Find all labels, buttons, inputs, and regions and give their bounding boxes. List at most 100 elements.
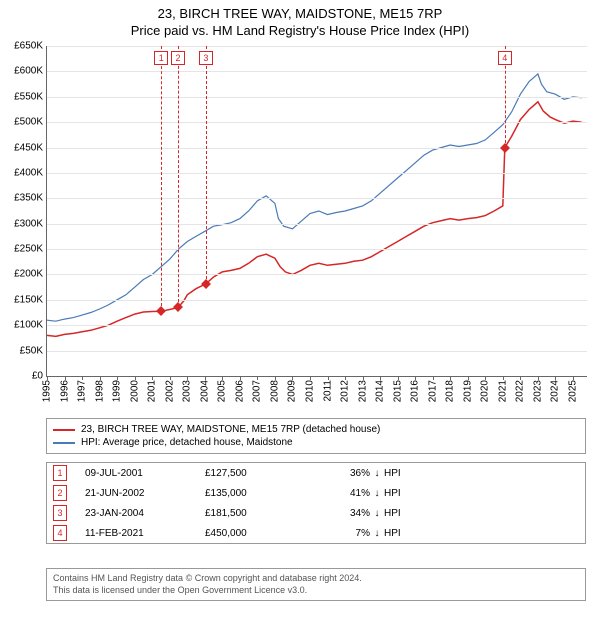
x-axis-label: 2013 <box>357 380 368 402</box>
row-pct: 36% <box>315 467 370 480</box>
title-line-2: Price paid vs. HM Land Registry's House … <box>0 23 600 40</box>
row-marker: 3 <box>53 505 67 521</box>
row-price: £450,000 <box>205 527 315 540</box>
x-axis-label: 1995 <box>42 380 53 402</box>
table-row: 3 23-JAN-2004£181,50034%↓HPI <box>47 503 585 523</box>
down-arrow-icon: ↓ <box>370 467 384 480</box>
table-row: 4 11-FEB-2021£450,0007%↓HPI <box>47 523 585 543</box>
sale-marker-label: 3 <box>199 51 213 65</box>
down-arrow-icon: ↓ <box>370 507 384 520</box>
x-axis-label: 2007 <box>252 380 263 402</box>
x-axis-label: 2006 <box>234 380 245 402</box>
gridline <box>47 249 587 250</box>
title-line-1: 23, BIRCH TREE WAY, MAIDSTONE, ME15 7RP <box>0 6 600 23</box>
x-axis-label: 2019 <box>462 380 473 402</box>
down-arrow-icon: ↓ <box>370 527 384 540</box>
sale-marker-label: 2 <box>171 51 185 65</box>
x-axis-label: 2015 <box>392 380 403 402</box>
marker-dashed-line <box>206 46 207 284</box>
x-axis-label: 2009 <box>287 380 298 402</box>
row-pct: 41% <box>315 487 370 500</box>
down-arrow-icon: ↓ <box>370 487 384 500</box>
row-marker: 1 <box>53 465 67 481</box>
y-axis-label: £350K <box>14 193 43 204</box>
y-axis-label: £100K <box>14 320 43 331</box>
x-axis-label: 2014 <box>375 380 386 402</box>
x-axis-label: 2025 <box>567 380 578 402</box>
y-axis-label: £50K <box>20 345 43 356</box>
x-axis-label: 2016 <box>410 380 421 402</box>
row-price: £127,500 <box>205 467 315 480</box>
row-date: 11-FEB-2021 <box>85 527 205 540</box>
legend-row: HPI: Average price, detached house, Maid… <box>53 436 579 449</box>
gridline <box>47 71 587 72</box>
x-axis-label: 2020 <box>480 380 491 402</box>
row-hpi-label: HPI <box>384 487 414 500</box>
gridline <box>47 46 587 47</box>
row-hpi-label: HPI <box>384 507 414 520</box>
row-pct: 7% <box>315 527 370 540</box>
gridline <box>47 274 587 275</box>
chart-title: 23, BIRCH TREE WAY, MAIDSTONE, ME15 7RP … <box>0 0 600 40</box>
marker-dashed-line <box>178 46 179 307</box>
x-axis-label: 2024 <box>550 380 561 402</box>
gridline <box>47 300 587 301</box>
y-axis-label: £200K <box>14 269 43 280</box>
row-pct: 34% <box>315 507 370 520</box>
x-axis-label: 2004 <box>199 380 210 402</box>
row-date: 09-JUL-2001 <box>85 467 205 480</box>
gridline <box>47 325 587 326</box>
x-axis-label: 2002 <box>164 380 175 402</box>
x-axis-label: 2011 <box>322 380 333 402</box>
y-axis-label: £450K <box>14 142 43 153</box>
legend-row: 23, BIRCH TREE WAY, MAIDSTONE, ME15 7RP … <box>53 423 579 436</box>
x-axis-label: 2012 <box>340 380 351 402</box>
series-property <box>47 102 582 337</box>
sale-marker-label: 1 <box>154 51 168 65</box>
x-axis-label: 2022 <box>515 380 526 402</box>
x-axis-label: 2021 <box>497 380 508 402</box>
sales-table: 109-JUL-2001£127,50036%↓HPI221-JUN-2002£… <box>46 462 586 544</box>
table-row: 1 09-JUL-2001£127,50036%↓HPI <box>47 463 585 483</box>
x-axis-label: 2018 <box>445 380 456 402</box>
x-axis-label: 2000 <box>129 380 140 402</box>
footer-line-1: Contains HM Land Registry data © Crown c… <box>53 573 579 585</box>
legend-swatch <box>53 442 75 444</box>
y-axis-label: £650K <box>14 41 43 52</box>
y-axis-label: £250K <box>14 244 43 255</box>
row-hpi-label: HPI <box>384 527 414 540</box>
gridline <box>47 97 587 98</box>
x-axis-label: 1999 <box>112 380 123 402</box>
chart-plot-area: £0£50K£100K£150K£200K£250K£300K£350K£400… <box>46 46 587 377</box>
legend-swatch <box>53 429 75 431</box>
x-axis-label: 2003 <box>182 380 193 402</box>
x-axis-label: 2010 <box>304 380 315 402</box>
y-axis-label: £150K <box>14 294 43 305</box>
row-date: 21-JUN-2002 <box>85 487 205 500</box>
row-marker: 4 <box>53 525 67 541</box>
x-axis-label: 2023 <box>532 380 543 402</box>
marker-dashed-line <box>161 46 162 311</box>
x-axis-label: 2005 <box>217 380 228 402</box>
footer-attribution: Contains HM Land Registry data © Crown c… <box>46 568 586 601</box>
y-axis-label: £300K <box>14 218 43 229</box>
legend-label: HPI: Average price, detached house, Maid… <box>81 437 293 448</box>
gridline <box>47 198 587 199</box>
row-hpi-label: HPI <box>384 467 414 480</box>
x-axis-label: 1998 <box>94 380 105 402</box>
row-price: £135,000 <box>205 487 315 500</box>
legend-label: 23, BIRCH TREE WAY, MAIDSTONE, ME15 7RP … <box>81 424 380 435</box>
x-axis-label: 1997 <box>77 380 88 402</box>
x-axis-label: 2008 <box>269 380 280 402</box>
chart-lines-svg <box>47 46 587 376</box>
y-axis-label: £500K <box>14 117 43 128</box>
gridline <box>47 351 587 352</box>
row-date: 23-JAN-2004 <box>85 507 205 520</box>
row-marker: 2 <box>53 485 67 501</box>
row-price: £181,500 <box>205 507 315 520</box>
table-row: 2 21-JUN-2002£135,00041%↓HPI <box>47 483 585 503</box>
sale-marker-label: 4 <box>498 51 512 65</box>
footer-line-2: This data is licensed under the Open Gov… <box>53 585 579 597</box>
y-axis-label: £400K <box>14 167 43 178</box>
gridline <box>47 122 587 123</box>
